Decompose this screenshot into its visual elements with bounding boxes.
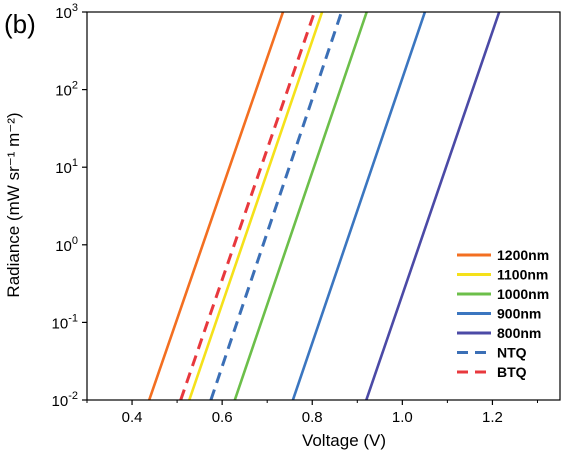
series-line-1000nm <box>233 12 368 400</box>
legend-label: 800nm <box>497 325 541 341</box>
series-line-1200nm <box>147 12 285 400</box>
y-tick-label: 10-1 <box>52 312 78 332</box>
x-tick-label: 1.2 <box>482 409 503 426</box>
series-line-1100nm <box>188 12 324 400</box>
legend-entry-1000nm: 1000nm <box>457 286 549 302</box>
legend-entry-800nm: 800nm <box>457 325 541 341</box>
x-tick-label: 0.4 <box>122 409 143 426</box>
legend-entry-1100nm: 1100nm <box>457 267 548 283</box>
legend: 1200nm 1100nm 1000nm 900nm 800nm NTQ BTQ <box>457 247 549 380</box>
y-tick-label: 101 <box>55 157 78 177</box>
y-tick-label: 103 <box>55 2 78 22</box>
x-tick-label: 0.8 <box>302 409 323 426</box>
series-line-900nm <box>291 12 427 400</box>
legend-entry-btq: BTQ <box>457 364 527 380</box>
legend-label: 900nm <box>497 306 541 322</box>
y-tick-label: 102 <box>55 80 78 100</box>
plot-area <box>147 12 501 400</box>
y-tick-label: 100 <box>55 235 78 255</box>
series-line-btq <box>179 12 316 400</box>
legend-entry-900nm: 900nm <box>457 306 541 322</box>
legend-label: 1200nm <box>497 247 549 263</box>
legend-entry-ntq: NTQ <box>457 345 527 361</box>
legend-label: 1100nm <box>497 267 548 283</box>
panel-label: (b) <box>4 9 36 39</box>
axes: 0.4 0.6 0.8 1.0 1.2 10-2 10-1 100 101 102 103 <box>52 2 561 426</box>
legend-label: NTQ <box>497 345 527 361</box>
series-line-ntq <box>209 12 343 400</box>
y-tick-label: 10-2 <box>52 390 78 410</box>
x-tick-label: 1.0 <box>392 409 413 426</box>
plot-frame <box>86 11 561 401</box>
legend-label: 1000nm <box>497 286 549 302</box>
legend-label: BTQ <box>497 364 527 380</box>
y-axis-title: Radiance (mW sr⁻¹ m⁻²) <box>4 112 23 297</box>
x-axis-title: Voltage (V) <box>302 431 386 450</box>
series-line-800nm <box>365 12 501 400</box>
x-tick-label: 0.6 <box>212 409 233 426</box>
legend-entry-1200nm: 1200nm <box>457 247 549 263</box>
